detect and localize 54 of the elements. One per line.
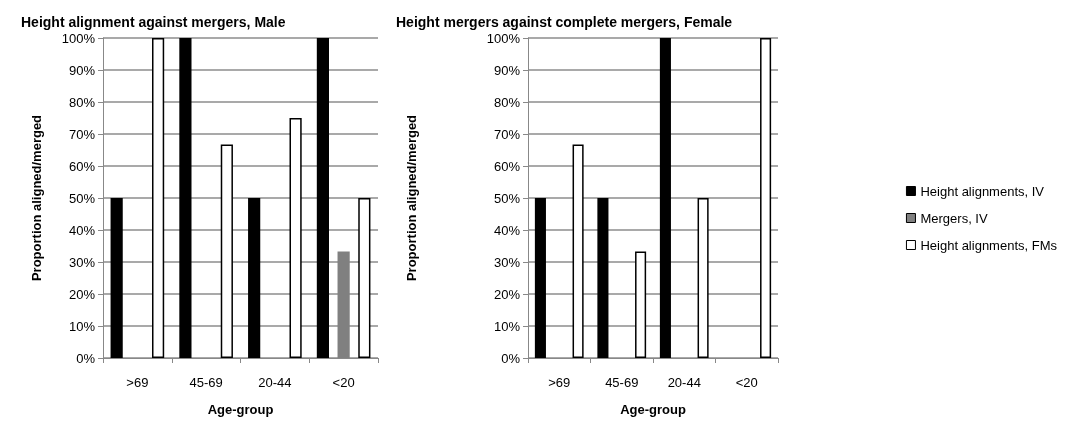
y-tick-label: 40% (493, 222, 521, 238)
y-tick-label: 70% (493, 126, 521, 142)
x-axis-title: Age-group (207, 402, 274, 417)
y-tick-label: 60% (68, 158, 96, 174)
bar (572, 144, 584, 358)
y-tick-label: 80% (493, 94, 521, 110)
y-tick-label: 30% (493, 254, 521, 270)
x-tick-label: <20 (735, 375, 758, 390)
x-tick-label: 45-69 (605, 375, 639, 390)
bar (534, 198, 546, 358)
bar (289, 118, 302, 358)
x-tick-label: <20 (332, 375, 355, 390)
legend-label: Mergers, IV (920, 210, 988, 226)
y-tick-label: 90% (493, 62, 521, 78)
y-tick-label: 40% (68, 222, 96, 238)
y-axis-title: Proportion aligned/merged (29, 114, 44, 282)
y-tick-label: 0% (501, 350, 521, 366)
bar (358, 198, 371, 358)
bar (659, 38, 671, 358)
y-tick-label: 70% (68, 126, 96, 142)
legend-label: Height alignments, FMs (920, 237, 1058, 253)
x-tick-label: >69 (126, 375, 149, 390)
bar (220, 144, 233, 358)
bar (248, 198, 261, 358)
y-axis-title: Proportion aligned/merged (404, 114, 419, 282)
bar (635, 251, 647, 358)
y-tick-label: 90% (68, 62, 96, 78)
bar (110, 198, 123, 358)
bar (179, 38, 192, 358)
x-tick-label: 20-44 (258, 375, 292, 390)
y-tick-label: 10% (493, 318, 521, 334)
y-tick-label: 10% (68, 318, 96, 334)
y-tick-label: 100% (486, 30, 521, 46)
y-tick-label: 20% (493, 286, 521, 302)
bar (697, 198, 709, 358)
y-tick-label: 60% (493, 158, 521, 174)
x-axis-title: Age-group (620, 402, 686, 417)
bar (760, 38, 772, 358)
chart-title: Height alignment against mergers, Male (21, 14, 286, 30)
bar (597, 198, 609, 358)
x-tick-label: 20-44 (667, 375, 701, 390)
y-tick-label: 20% (68, 286, 96, 302)
y-tick-label: 30% (68, 254, 96, 270)
y-tick-label: 80% (68, 94, 96, 110)
bar (316, 38, 329, 358)
y-tick-label: 100% (61, 30, 96, 46)
legend-label: Height alignments, IV (920, 183, 1045, 199)
y-tick-label: 50% (68, 190, 96, 206)
y-tick-label: 0% (76, 350, 96, 366)
x-tick-label: >69 (548, 375, 571, 390)
bar (152, 38, 165, 358)
x-tick-label: 45-69 (189, 375, 223, 390)
y-tick-label: 50% (493, 190, 521, 206)
chart-title: Height mergers against complete mergers, Female (396, 14, 733, 30)
